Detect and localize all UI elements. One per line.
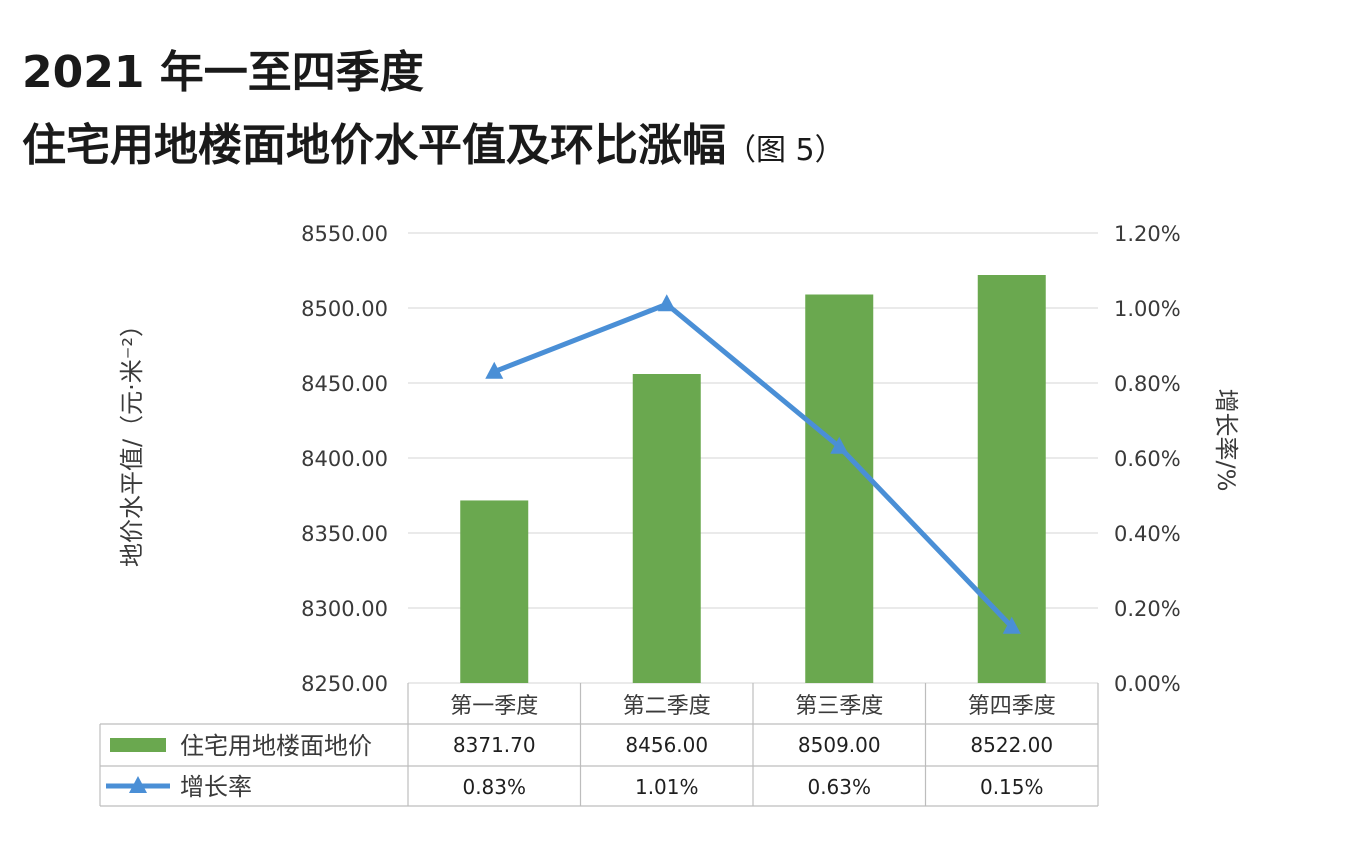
x-category-label: 第二季度 <box>623 694 711 719</box>
y-left-tick-label: 8550.00 <box>301 222 388 246</box>
legend-bar-name: 住宅用地楼面地价 <box>180 732 372 760</box>
growth-rate-label: 0.15% <box>980 775 1044 799</box>
y-right-tick-label: 0.80% <box>1114 372 1181 396</box>
legend-line-marker <box>129 776 147 793</box>
x-category-label: 第一季度 <box>450 694 538 719</box>
bar <box>460 500 529 683</box>
y-right-tick-label: 0.60% <box>1114 447 1181 471</box>
y-right-tick-label: 1.00% <box>1114 297 1181 321</box>
chart-title-line1: 2021 年一至四季度 <box>22 47 424 98</box>
line-point-marker <box>485 361 504 379</box>
y-right-tick-label: 0.00% <box>1114 672 1181 696</box>
growth-rate-label: 0.63% <box>807 775 871 799</box>
legend-line-name: 增长率 <box>180 773 252 801</box>
bar-value-label: 8522.00 <box>970 733 1053 757</box>
y-axis-left-ticks: 8550.00 8500.00 8450.00 8400.00 8350.00 8300.… <box>301 222 388 696</box>
y-left-tick-label: 8350.00 <box>301 522 388 546</box>
growth-rate-line <box>493 301 1014 629</box>
bar-value-label: 8509.00 <box>798 733 881 757</box>
y-right-tick-label: 1.20% <box>1114 222 1181 246</box>
growth-rate-label: 1.01% <box>635 775 699 799</box>
line-point-marker <box>1002 616 1021 634</box>
line-series <box>485 294 1021 634</box>
y-right-tick-label: 0.40% <box>1114 522 1181 546</box>
bar <box>977 275 1046 683</box>
x-category-label: 第三季度 <box>795 694 883 719</box>
y-left-tick-label: 8300.00 <box>301 597 388 621</box>
svg-text:住宅用地楼面地价水平值及环比涨幅（图 5）: 住宅用地楼面地价水平值及环比涨幅（图 5） <box>22 120 845 171</box>
bar <box>805 294 874 683</box>
line-point-marker <box>830 436 849 454</box>
y-left-tick-label: 8250.00 <box>301 672 388 696</box>
y-left-tick-label: 8400.00 <box>301 447 388 471</box>
chart-title-line2: 住宅用地楼面地价水平值及环比涨幅 <box>22 120 726 171</box>
y-axis-left-label: 地价水平值/（元·米⁻²） <box>118 313 146 567</box>
x-category-label: 第四季度 <box>968 694 1056 719</box>
bar-series <box>460 275 1046 683</box>
y-left-tick-label: 8500.00 <box>301 297 388 321</box>
y-right-tick-label: 0.20% <box>1114 597 1181 621</box>
growth-rate-label: 0.83% <box>462 775 526 799</box>
chart-title-figure-ref: （图 5） <box>726 133 845 168</box>
y-left-tick-label: 8450.00 <box>301 372 388 396</box>
y-axis-right-ticks: 1.20% 1.00% 0.80% 0.60% 0.40% 0.20% 0.00% <box>1114 222 1181 696</box>
bar-value-label: 8456.00 <box>625 733 708 757</box>
bar <box>632 374 701 683</box>
line-point-marker <box>657 294 676 312</box>
bar-value-label: 8371.70 <box>453 733 536 757</box>
legend-bar-swatch <box>110 738 166 752</box>
y-axis-right-label: 增长率/% <box>1212 389 1240 492</box>
